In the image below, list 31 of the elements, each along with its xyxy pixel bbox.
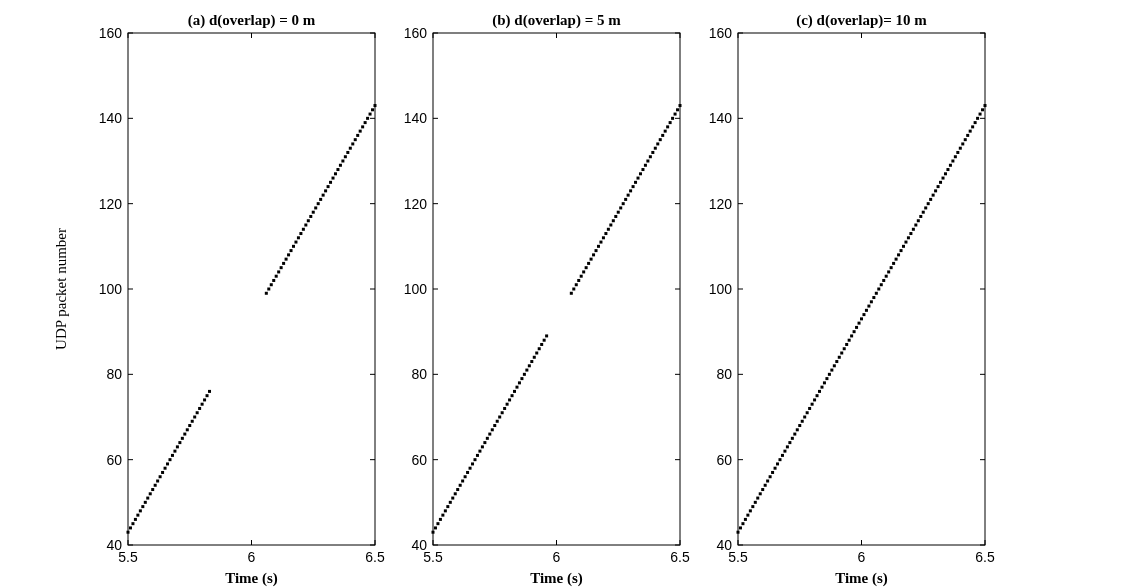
y-tick-label: 60 xyxy=(106,451,123,468)
y-tick-label: 100 xyxy=(98,281,123,297)
chart-title: (a) d(overlap) = 0 m xyxy=(187,12,316,29)
y-tick-label: 140 xyxy=(403,110,428,127)
y-tick-label: 80 xyxy=(106,366,123,383)
y-tick-label: 120 xyxy=(403,195,428,212)
y-tick-label: 60 xyxy=(716,451,733,468)
y-tick-label: 100 xyxy=(708,281,733,297)
y-tick-label: 120 xyxy=(98,195,123,212)
x-tick-label: 6.5 xyxy=(365,549,385,565)
y-tick-label: 100 xyxy=(403,281,428,297)
chart-title: (c) d(overlap)= 10 m xyxy=(796,12,928,29)
y-tick-label: 140 xyxy=(98,110,123,127)
y-tick-label: 80 xyxy=(716,366,733,383)
y-tick-label: 120 xyxy=(708,195,733,212)
y-tick-label: 160 xyxy=(403,25,428,41)
x-axis-title: Time (s) xyxy=(225,570,278,587)
x-axis-title: Time (s) xyxy=(530,570,583,587)
x-tick-label: 6 xyxy=(552,549,561,565)
x-tick-label: 6 xyxy=(247,549,256,565)
y-tick-label: 80 xyxy=(411,366,428,383)
x-tick-label: 6.5 xyxy=(670,549,690,565)
y-axis-title: UDP packet number xyxy=(53,228,69,350)
y-tick-label: 140 xyxy=(708,110,733,127)
x-axis-title: Time (s) xyxy=(835,570,888,587)
y-tick-label: 60 xyxy=(411,451,428,468)
x-tick-label: 6 xyxy=(857,549,866,565)
chart-title: (b) d(overlap) = 5 m xyxy=(492,12,622,29)
y-tick-label: 160 xyxy=(708,25,733,41)
y-tick-label: 160 xyxy=(98,25,123,41)
x-tick-label: 6.5 xyxy=(975,549,995,565)
